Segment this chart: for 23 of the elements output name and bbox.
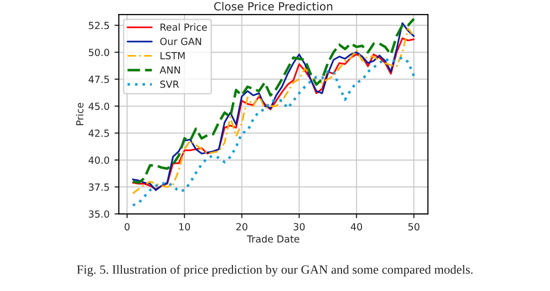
y-tick-label: 37.5 — [88, 183, 109, 191]
x-tick-label: 0 — [124, 223, 130, 230]
y-tick-label: 52.5 — [88, 22, 109, 30]
y-tick-label: 45.0 — [88, 102, 110, 110]
x-tick-label: 50 — [408, 223, 420, 230]
legend-label: ANN — [160, 66, 180, 74]
legend-label: LSTM — [160, 52, 185, 60]
chart-title: Close Price Prediction — [214, 2, 332, 11]
y-tick-label: 42.5 — [88, 130, 109, 137]
legend-label: Real Price — [160, 23, 207, 31]
y-axis-title: Price — [76, 102, 84, 126]
legend-label: SVR — [160, 80, 179, 88]
x-tick-label: 10 — [179, 223, 190, 230]
caption: Fig. 5. Illustration of price prediction by our GAN and some compared models. — [76, 264, 473, 276]
y-tick-label: 40.0 — [88, 156, 110, 164]
y-tick-label: 47.5 — [88, 76, 109, 84]
y-tick-label: 50.0 — [88, 48, 110, 56]
x-axis-title: Trade Date — [246, 235, 300, 243]
x-tick-label: 40 — [350, 223, 362, 230]
legend-label: Our GAN — [160, 38, 202, 46]
x-tick-label: 20 — [236, 223, 248, 230]
y-tick-label: 35.0 — [88, 210, 110, 218]
x-tick-label: 30 — [294, 223, 305, 230]
